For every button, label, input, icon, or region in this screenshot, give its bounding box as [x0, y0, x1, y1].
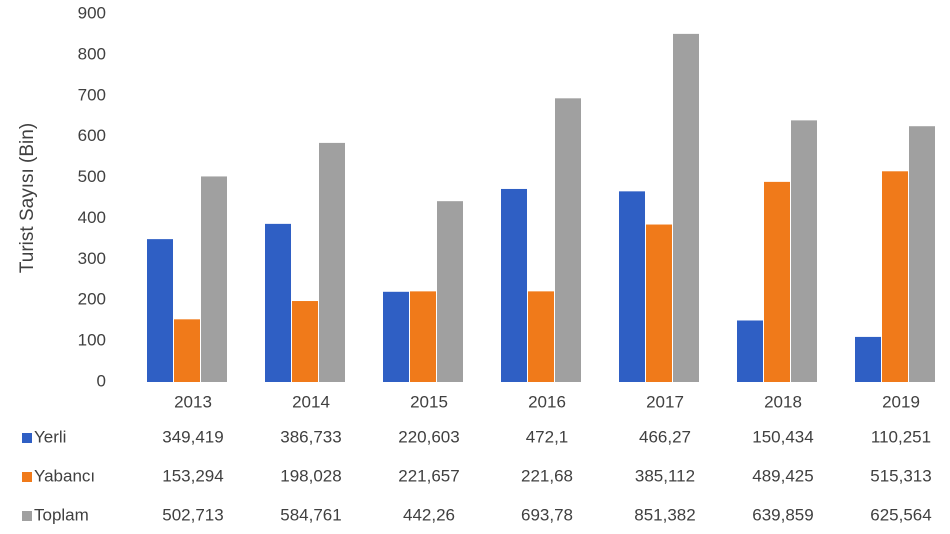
bar: [437, 201, 463, 382]
x-tick-label: 2016: [528, 392, 566, 411]
x-tick-label: 2017: [646, 392, 684, 411]
y-tick-label: 0: [97, 371, 106, 390]
table-cell: 150,434: [752, 427, 813, 446]
bar: [855, 336, 881, 382]
bar: [147, 239, 173, 382]
legend-label: Toplam: [34, 505, 89, 524]
bar: [501, 188, 527, 382]
bar: [528, 291, 554, 382]
bar: [319, 142, 345, 382]
bar: [764, 181, 790, 382]
y-tick-label: 600: [78, 126, 106, 145]
table-cell: 221,68: [521, 466, 573, 485]
table-cell: 584,761: [280, 505, 341, 524]
table-cell: 851,382: [634, 505, 695, 524]
table-cell: 472,1: [526, 427, 569, 446]
y-tick-label: 900: [78, 3, 106, 22]
bar: [619, 191, 645, 382]
y-tick-label: 300: [78, 249, 106, 268]
table-cell: 489,425: [752, 466, 813, 485]
bar: [882, 171, 908, 382]
bar: [737, 320, 763, 382]
table-cell: 220,603: [398, 427, 459, 446]
bar: [410, 291, 436, 382]
table-cell: 693,78: [521, 505, 573, 524]
table-cell: 153,294: [162, 466, 223, 485]
table-cell: 466,27: [639, 427, 691, 446]
bar: [201, 176, 227, 382]
y-tick-label: 800: [78, 44, 106, 63]
x-tick-label: 2015: [410, 392, 448, 411]
legend-swatch: [22, 433, 32, 443]
legend-label: Yerli: [34, 427, 66, 446]
y-tick-label: 700: [78, 85, 106, 104]
table-cell: 385,112: [635, 466, 695, 485]
table-cell: 386,733: [280, 427, 341, 446]
x-tick-label: 2018: [764, 392, 802, 411]
table-cell: 110,251: [871, 427, 931, 446]
y-axis-label: Turist Sayısı (Bin): [17, 123, 38, 273]
bar: [383, 291, 409, 382]
bar: [909, 126, 935, 382]
bar: [292, 301, 318, 382]
bar: [646, 224, 672, 382]
bar: [555, 98, 581, 382]
table-cell: 639,859: [752, 505, 813, 524]
table-cell: 198,028: [280, 466, 341, 485]
y-tick-label: 500: [78, 167, 106, 186]
bar: [265, 223, 291, 382]
y-tick-label: 400: [78, 208, 106, 227]
legend-swatch: [22, 472, 32, 482]
bar: [673, 33, 699, 382]
table-cell: 349,419: [162, 427, 223, 446]
table-cell: 515,313: [870, 466, 931, 485]
table-cell: 502,713: [162, 505, 223, 524]
table-cell: 442,26: [403, 505, 455, 524]
legend-label: Yabancı: [34, 466, 95, 485]
y-tick-label: 100: [78, 331, 106, 350]
y-tick-label: 200: [78, 290, 106, 309]
legend-swatch: [22, 511, 32, 521]
x-tick-label: 2019: [882, 392, 920, 411]
table-cell: 625,564: [870, 505, 931, 524]
bar: [174, 319, 200, 382]
x-tick-label: 2013: [174, 392, 212, 411]
table-cell: 221,657: [398, 466, 459, 485]
bar: [791, 120, 817, 382]
x-tick-label: 2014: [292, 392, 330, 411]
